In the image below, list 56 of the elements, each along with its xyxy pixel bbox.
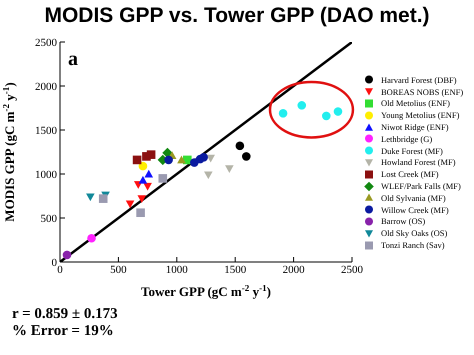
legend-label: Lost Creek (MF) — [381, 169, 439, 180]
legend-label: BOREAS NOBS (ENF) — [381, 86, 464, 97]
legend-label: Niwot Ridge (ENF) — [381, 122, 449, 132]
y-tick-label: 2500 — [35, 36, 58, 49]
legend-label: Howland Forest (MF) — [381, 157, 456, 168]
point — [62, 250, 72, 260]
point — [164, 156, 173, 164]
point — [206, 154, 215, 162]
legend-label: Barrow (OS) — [381, 216, 426, 226]
legend-label: Lethbridge (G) — [381, 134, 432, 144]
x-tick-label: 1500 — [224, 264, 247, 276]
chart-title: MODIS GPP vs. Tower GPP (DAO met.) — [43, 4, 431, 28]
legend-label: Old Sky Oaks (OS) — [381, 228, 448, 238]
legend-label: Tonzi Ranch (Sav) — [381, 240, 445, 250]
point — [177, 156, 186, 164]
x-tick-label: 2000 — [282, 264, 306, 276]
legend-label: Harvard Forest (DBF) — [381, 74, 457, 85]
y-tick-label: 2000 — [35, 80, 58, 93]
point — [158, 174, 168, 183]
legend-label: Willow Creek (MF) — [381, 204, 449, 215]
x-axis-title: Tower GPP (gC m$^{-2}$ y$^{-1}$) — [141, 283, 271, 299]
point — [242, 152, 251, 161]
y-tick-label: 1000 — [35, 168, 58, 181]
point — [132, 156, 142, 164]
legend-label: Old Metolius (ENF) — [381, 98, 450, 108]
y-tick-label: 500 — [40, 212, 58, 225]
point — [138, 162, 148, 170]
x-tick-label: 2500 — [341, 264, 364, 276]
point — [98, 194, 108, 203]
point — [204, 171, 213, 180]
point — [146, 150, 156, 159]
y-tick-label: 1500 — [35, 124, 58, 137]
point — [138, 176, 148, 184]
point — [225, 165, 234, 174]
point — [86, 193, 95, 202]
legend-label: Young Metolius (ENF) — [381, 110, 460, 120]
point — [322, 112, 331, 120]
text: r = 0.859 ± 0.173 — [12, 306, 118, 323]
point — [144, 170, 154, 178]
text: % Error = 19% — [12, 323, 115, 340]
point — [126, 200, 134, 208]
annotation: a — [68, 48, 78, 71]
point — [137, 195, 146, 203]
legend-label: WLEF/Park Falls (MF) — [381, 181, 461, 192]
point — [278, 108, 288, 118]
legend-label: Duke Forest (MF) — [381, 146, 443, 156]
x-tick-label: 500 — [110, 264, 128, 276]
point — [87, 234, 96, 243]
point — [334, 107, 342, 116]
point — [199, 152, 208, 162]
point — [236, 142, 244, 150]
point — [143, 182, 152, 191]
legend-label: Old Sylvania (MF) — [381, 192, 446, 203]
x-tick-label: 1000 — [166, 264, 188, 276]
point — [136, 208, 145, 218]
point — [297, 101, 306, 110]
